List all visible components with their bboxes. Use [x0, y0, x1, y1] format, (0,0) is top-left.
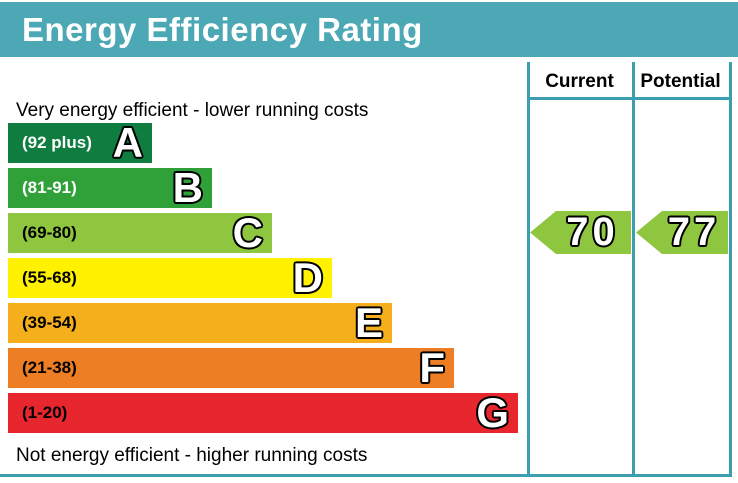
column-divider-middle: [632, 62, 635, 477]
top-note: Very energy efficient - lower running co…: [16, 100, 369, 121]
band-letter: E: [354, 299, 383, 346]
potential-rating-value: 77: [667, 210, 721, 254]
band-range-label: (92 plus): [22, 133, 92, 152]
band-bar-f: (21-38) F: [8, 344, 454, 391]
band-letter: B: [172, 164, 203, 211]
band-range-label: (1-20): [22, 403, 68, 422]
current-rating-arrow: 70: [530, 211, 631, 254]
band-range-label: (69-80): [22, 223, 77, 242]
current-column-header: Current: [545, 71, 614, 92]
band-bar-b: (81-91) B: [8, 164, 212, 211]
band-range-label: (21-38): [22, 358, 77, 377]
column-header-underline: [527, 97, 732, 100]
band-bar-d: (55-68) D: [8, 254, 332, 301]
band-bar-a: (92 plus) A: [8, 119, 152, 166]
potential-rating-arrow: 77: [636, 211, 728, 254]
band-letter: D: [292, 254, 323, 301]
band-range-label: (39-54): [22, 313, 77, 332]
band-letter: C: [232, 209, 263, 256]
band-letter: G: [476, 389, 509, 436]
page-title: Energy Efficiency Rating: [22, 10, 423, 48]
band-bar-c: (69-80) C: [8, 209, 272, 256]
band-letter: F: [419, 344, 445, 391]
table-right-border: [729, 62, 732, 477]
band-bar-e: (39-54) E: [8, 299, 392, 346]
band-range-label: (55-68): [22, 268, 77, 287]
band-bar-g: (1-20) G: [8, 389, 518, 436]
current-rating-value: 70: [566, 210, 619, 254]
band-letter: A: [112, 119, 143, 166]
potential-column-header: Potential: [640, 71, 721, 92]
column-divider-left: [527, 62, 530, 477]
table-bottom-border: [0, 474, 732, 477]
band-range-label: (81-91): [22, 178, 77, 197]
chart-header: Energy Efficiency Rating: [0, 2, 738, 57]
bottom-note: Not energy efficient - higher running co…: [16, 445, 368, 466]
